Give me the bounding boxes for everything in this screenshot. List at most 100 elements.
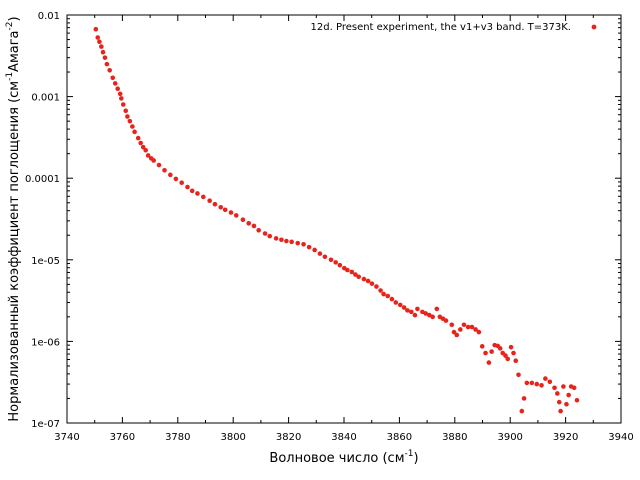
x-axis-label: Волновое число (см-1)	[269, 449, 418, 466]
data-point	[574, 397, 580, 403]
data-point	[189, 188, 195, 194]
data-point	[218, 204, 224, 210]
legend-label: 12d. Present experiment, the v1+v3 band.…	[311, 22, 571, 33]
data-point	[503, 353, 508, 358]
data-point	[100, 49, 106, 55]
data-point	[117, 91, 123, 97]
data-point	[458, 327, 463, 332]
data-point	[486, 360, 492, 365]
data-point	[162, 167, 167, 173]
x-tick-label: 3840	[331, 432, 356, 443]
data-point	[397, 302, 403, 308]
data-point	[505, 356, 511, 362]
data-point	[461, 322, 467, 328]
data-point	[97, 39, 102, 45]
y-tick-label: 0.0001	[25, 174, 60, 185]
data-point	[401, 305, 407, 310]
y-tick-label: 1e-06	[31, 337, 60, 348]
data-point	[423, 311, 429, 316]
data-point	[434, 306, 440, 312]
data-point	[405, 308, 410, 313]
data-point	[104, 61, 110, 67]
data-point	[539, 382, 544, 388]
data-point	[284, 238, 289, 244]
data-point	[233, 213, 239, 218]
data-point	[519, 408, 525, 414]
legend: 12d. Present experiment, the v1+v3 band.…	[311, 22, 597, 33]
data-point	[449, 322, 455, 328]
x-tick-label: 3820	[276, 432, 301, 443]
y-axis: 1e-07 1e-06 1e-05 0.0001 0.001 0.01	[25, 11, 621, 430]
data-point	[521, 396, 527, 401]
data-point	[543, 376, 548, 381]
x-axis: 3740 3760 3780 3800 3820 3840 3860 3880 3900 3920…	[54, 15, 634, 443]
data-point	[195, 191, 200, 196]
data-point	[251, 223, 257, 229]
data-point	[322, 254, 328, 260]
data-point	[497, 346, 503, 351]
x-tick-label: 3760	[110, 432, 135, 443]
data-point	[451, 329, 457, 335]
data-point	[168, 172, 173, 178]
data-point	[301, 241, 306, 247]
data-point	[409, 309, 414, 315]
data-point	[289, 239, 294, 245]
data-point	[246, 221, 252, 226]
data-point	[554, 391, 560, 396]
data-point	[120, 102, 126, 107]
x-tick-label: 3880	[442, 432, 467, 443]
data-point	[412, 312, 418, 318]
data-points	[93, 26, 580, 414]
data-point	[473, 327, 478, 332]
data-point	[95, 35, 101, 40]
data-point	[185, 184, 190, 190]
data-point	[378, 288, 383, 293]
data-point	[273, 236, 279, 241]
data-point	[529, 380, 535, 386]
data-point	[212, 201, 218, 207]
data-point	[130, 124, 135, 129]
data-point	[511, 350, 516, 356]
x-tick-label: 3780	[165, 432, 190, 443]
data-point	[361, 276, 367, 282]
data-point	[125, 114, 130, 119]
data-point	[279, 237, 284, 243]
plot-frame	[66, 14, 622, 424]
data-point	[312, 247, 317, 253]
data-point	[356, 274, 361, 280]
data-point	[489, 349, 494, 354]
data-point	[138, 140, 143, 146]
data-point	[369, 281, 375, 286]
data-point	[534, 381, 540, 387]
data-point	[483, 350, 488, 356]
data-point	[561, 384, 566, 389]
data-point	[513, 358, 519, 364]
data-point	[173, 176, 179, 182]
data-point	[547, 379, 553, 385]
data-point	[476, 329, 482, 335]
data-point	[564, 401, 569, 407]
y-tick-label: 0.001	[31, 93, 60, 104]
data-point	[385, 293, 391, 299]
data-point	[479, 344, 485, 349]
x-tick-label: 3800	[220, 432, 245, 443]
x-tick-label: 3860	[387, 432, 412, 443]
data-point	[118, 96, 124, 101]
data-point	[112, 81, 118, 86]
data-point	[516, 372, 521, 378]
data-point	[222, 207, 228, 213]
data-point	[102, 55, 108, 60]
y-tick-label: 1e-07	[31, 419, 60, 430]
data-point	[389, 296, 395, 302]
y-tick-label: 0.01	[38, 11, 60, 22]
data-point	[381, 291, 386, 297]
data-point	[295, 240, 301, 246]
data-point	[115, 86, 120, 91]
data-point	[365, 278, 371, 284]
data-point	[333, 260, 338, 265]
data-point	[317, 251, 323, 256]
data-point	[374, 284, 379, 289]
legend-marker	[591, 24, 597, 30]
data-point	[306, 244, 312, 250]
